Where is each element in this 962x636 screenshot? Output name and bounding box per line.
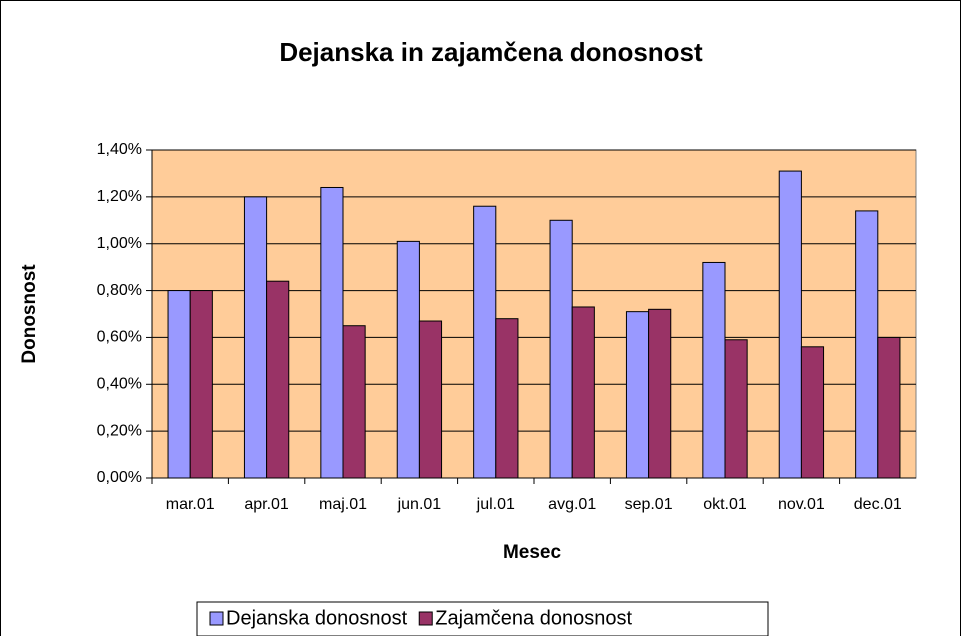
bar: [473, 205, 497, 479]
bar: [877, 336, 901, 479]
x-tick-label: sep.01: [625, 496, 673, 513]
x-tick-label: nov.01: [778, 496, 825, 513]
x-axis-label: Mesec: [503, 542, 562, 563]
bar: [702, 261, 726, 479]
y-tick-label: 1,40%: [97, 141, 142, 158]
bar: [855, 210, 879, 479]
bar: [320, 186, 344, 479]
x-tick-label: dec.01: [854, 496, 902, 513]
bar: [342, 325, 366, 479]
legend-label: Zajamčena donosnost: [435, 607, 632, 629]
x-tick-label: maj.01: [319, 496, 367, 513]
bar: [800, 346, 825, 479]
bar: [418, 320, 443, 479]
legend-swatch: [418, 611, 433, 626]
x-tick-label: okt.01: [703, 496, 747, 513]
bar: [778, 170, 802, 479]
y-tick-label: 0,20%: [97, 422, 142, 439]
y-tick-label: 0,80%: [97, 282, 142, 299]
bar: [243, 196, 268, 479]
legend-label: Dejanska donosnost: [226, 607, 408, 629]
y-tick-label: 1,00%: [97, 235, 142, 252]
bar: [549, 219, 573, 479]
x-tick-label: jun.01: [397, 496, 442, 513]
chart-title: Dejanska in zajamčena donosnost: [279, 37, 703, 67]
x-tick-label: mar.01: [166, 496, 215, 513]
x-tick-label: jul.01: [476, 496, 515, 513]
y-axis-label: Donosnost: [19, 264, 40, 364]
x-tick-label: avg.01: [548, 496, 596, 513]
y-tick-label: 0,60%: [97, 329, 142, 346]
bar: [724, 339, 748, 479]
bar: [396, 240, 420, 479]
bar: [571, 306, 595, 479]
bar: [648, 308, 672, 479]
x-tick-label: apr.01: [244, 496, 289, 513]
y-tick-label: 1,20%: [97, 188, 142, 205]
y-tick-label: 0,00%: [97, 469, 142, 486]
legend: [196, 601, 769, 636]
legend-swatch: [209, 611, 224, 626]
bar: [625, 311, 650, 479]
bar: [167, 290, 191, 479]
y-tick-label: 0,40%: [97, 376, 142, 393]
bar: [189, 290, 213, 479]
bar: [266, 280, 290, 479]
bar: [495, 318, 519, 479]
